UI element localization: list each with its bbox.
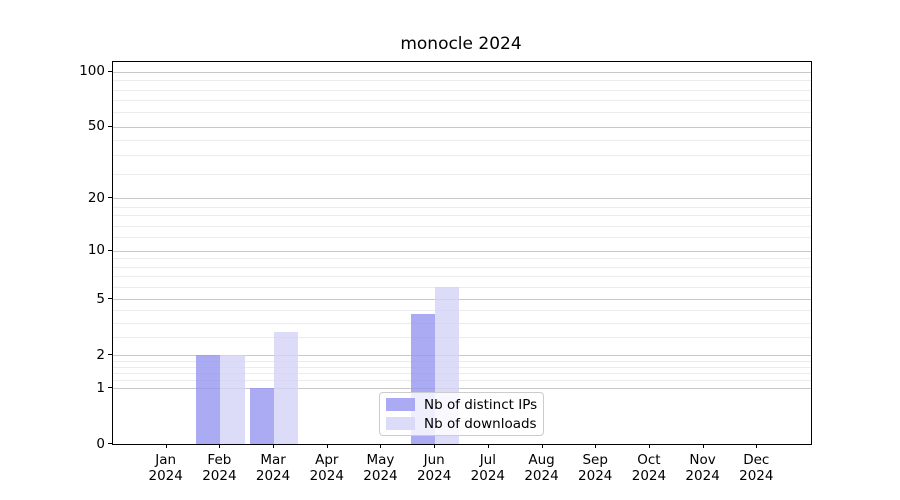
x-tick-mark <box>273 444 275 448</box>
y-gridline-major <box>113 355 811 357</box>
y-gridline-minor <box>113 276 811 278</box>
legend-swatch-distinct-ips <box>386 398 415 411</box>
y-gridline-minor <box>113 322 811 324</box>
y-tick-label: 10 <box>87 242 105 259</box>
y-gridline-minor <box>113 206 811 208</box>
y-tick-label: 50 <box>87 118 105 135</box>
legend-label-downloads: Nb of downloads <box>424 415 537 432</box>
y-gridline-minor <box>113 366 811 368</box>
legend-row-distinct-ips: Nb of distinct IPs <box>386 396 538 413</box>
y-tick-label: 2 <box>96 346 105 363</box>
y-gridline-minor <box>113 337 811 339</box>
y-gridline-minor <box>113 360 811 362</box>
x-tick-mark <box>702 444 704 448</box>
y-gridline-minor <box>113 80 811 82</box>
y-gridline-minor <box>113 225 811 227</box>
y-tick-mark <box>108 197 112 199</box>
x-tick-label-mar: Mar 2024 <box>255 452 291 484</box>
x-tick-mark <box>648 444 650 448</box>
y-tick-label: 20 <box>87 189 105 206</box>
y-gridline-minor <box>113 373 811 375</box>
x-tick-label-jun: Jun 2024 <box>416 452 452 484</box>
y-tick-label: 100 <box>79 63 105 80</box>
y-tick-label: 0 <box>96 435 105 452</box>
y-gridline-minor <box>113 173 811 175</box>
x-tick-label-nov: Nov 2024 <box>685 452 720 484</box>
x-tick-label-aug: Aug 2024 <box>524 452 559 484</box>
y-gridline-minor <box>113 237 811 239</box>
y-gridline-minor <box>113 258 811 260</box>
x-tick-label-feb: Feb 2024 <box>202 452 237 484</box>
y-gridline-minor <box>113 139 811 141</box>
x-tick-label-jan: Jan 2024 <box>148 452 183 484</box>
y-tick-mark <box>108 387 112 389</box>
grid-layer <box>113 62 811 444</box>
x-tick-mark <box>434 444 436 448</box>
legend: Nb of distinct IPs Nb of downloads <box>379 392 544 436</box>
y-tick-mark <box>108 249 112 251</box>
y-tick-mark <box>108 298 112 300</box>
x-tick-label-jul: Jul 2024 <box>470 452 506 484</box>
x-tick-mark <box>165 444 167 448</box>
x-tick-mark <box>380 444 382 448</box>
y-tick-mark <box>108 125 112 127</box>
x-tick-mark <box>487 444 489 448</box>
y-gridline-minor <box>113 287 811 289</box>
legend-label-distinct-ips: Nb of distinct IPs <box>424 396 538 413</box>
y-gridline-major <box>113 126 811 128</box>
y-gridline-minor <box>113 215 811 217</box>
x-tick-mark <box>756 444 758 448</box>
y-tick-label: 5 <box>96 290 105 307</box>
x-tick-mark <box>326 444 328 448</box>
bar-downloads-mar <box>274 332 299 444</box>
y-gridline-minor <box>113 89 811 91</box>
x-tick-label-may: May 2024 <box>363 452 398 484</box>
y-gridline-minor <box>113 266 811 268</box>
y-gridline-major <box>113 388 811 390</box>
y-gridline-minor <box>113 154 811 156</box>
y-gridline-minor <box>113 310 811 312</box>
y-gridline-minor <box>113 112 811 114</box>
y-gridline-major <box>113 250 811 252</box>
chart-title: monocle 2024 <box>400 34 522 54</box>
x-tick-label-sep: Sep 2024 <box>578 452 613 484</box>
y-tick-mark <box>108 70 112 72</box>
bar-downloads-feb <box>220 355 245 444</box>
y-gridline-major <box>113 198 811 200</box>
x-tick-mark <box>595 444 597 448</box>
bars-layer <box>113 62 811 444</box>
bar-distinct-ips-mar <box>249 388 275 444</box>
x-tick-label-dec: Dec 2024 <box>739 452 774 484</box>
legend-swatch-downloads <box>386 417 415 430</box>
x-tick-label-apr: Apr 2024 <box>309 452 344 484</box>
x-tick-label-oct: Oct 2024 <box>631 452 667 484</box>
x-tick-mark <box>219 444 221 448</box>
y-gridline-minor <box>113 380 811 382</box>
legend-row-downloads: Nb of downloads <box>386 415 537 432</box>
y-gridline-minor <box>113 100 811 102</box>
y-gridline-major <box>113 299 811 301</box>
plot-area: Nb of distinct IPs Nb of downloads <box>112 61 812 445</box>
y-tick-label: 1 <box>96 379 105 396</box>
bar-distinct-ips-feb <box>196 355 221 444</box>
y-gridline-major <box>113 71 811 73</box>
x-tick-mark <box>541 444 543 448</box>
y-tick-mark <box>108 354 112 356</box>
y-tick-mark <box>108 443 112 444</box>
